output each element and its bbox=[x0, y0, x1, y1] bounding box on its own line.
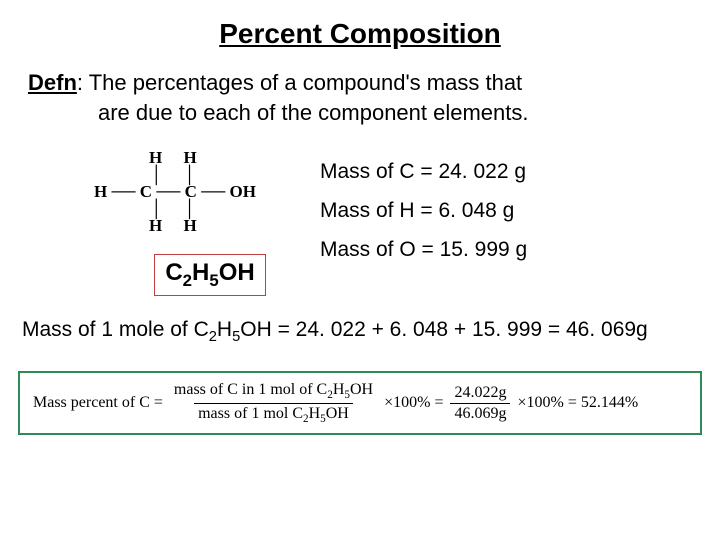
eq-times-1: ×100% = bbox=[384, 394, 443, 412]
eq-den1a: mass of 1 mol C bbox=[198, 405, 303, 422]
equation-box: Mass percent of C = mass of C in 1 mol o… bbox=[18, 371, 702, 434]
formula-tail: OH bbox=[219, 259, 255, 286]
struct-row-3: │ │ bbox=[94, 200, 256, 217]
defn-label: Defn bbox=[28, 70, 77, 95]
middle-row: H H │ │ H ── C ── C ── OH │ │ H H C2H5OH… bbox=[0, 149, 720, 296]
eq-frac1-den: mass of 1 mol C2H5OH bbox=[194, 403, 353, 425]
eq-num1b: H bbox=[333, 381, 345, 398]
eq-num1a: mass of C in 1 mol of C bbox=[174, 381, 327, 398]
struct-row-1: │ │ bbox=[94, 166, 256, 183]
struct-row-4: H H bbox=[94, 217, 256, 234]
eq-frac-1: mass of C in 1 mol of C2H5OH mass of 1 m… bbox=[170, 381, 377, 424]
mass-c: Mass of C = 24. 022 g bbox=[320, 153, 527, 192]
mole-sub1: 2 bbox=[209, 329, 217, 345]
eq-frac2-den: 46.069g bbox=[450, 403, 510, 423]
definition-block: Defn: The percentages of a compound's ma… bbox=[28, 68, 692, 127]
defn-text-2: are due to each of the component element… bbox=[98, 98, 692, 128]
structure-area: H H │ │ H ── C ── C ── OH │ │ H H C2H5OH bbox=[0, 149, 320, 296]
formula-box: C2H5OH bbox=[154, 254, 265, 296]
eq-lhs: Mass percent of C = bbox=[33, 394, 163, 412]
eq-den1b: H bbox=[309, 405, 321, 422]
mole-mid2: OH = 24. 022 + 6. 048 + 15. 999 = 46. 06… bbox=[240, 318, 648, 341]
eq-frac-2: 24.022g 46.069g bbox=[450, 384, 510, 423]
defn-text-1: : The percentages of a compound's mass t… bbox=[77, 70, 522, 95]
mole-mid1: H bbox=[217, 318, 232, 341]
eq-frac1-num: mass of C in 1 mol of C2H5OH bbox=[170, 381, 377, 402]
eq-den1c: OH bbox=[326, 405, 349, 422]
mass-list: Mass of C = 24. 022 g Mass of H = 6. 048… bbox=[320, 153, 527, 270]
struct-row-2: H ── C ── C ── OH bbox=[94, 183, 256, 200]
formula-sub-h: 5 bbox=[209, 271, 218, 290]
formula-sub-c: 2 bbox=[183, 271, 192, 290]
mole-mass-line: Mass of 1 mole of C2H5OH = 24. 022 + 6. … bbox=[22, 318, 720, 345]
eq-frac2-num: 24.022g bbox=[450, 384, 510, 403]
struct-row-0: H H bbox=[94, 149, 256, 166]
mass-o: Mass of O = 15. 999 g bbox=[320, 231, 527, 270]
mole-prefix: Mass of 1 mole of C bbox=[22, 318, 209, 341]
page-title: Percent Composition bbox=[0, 18, 720, 50]
equation: Mass percent of C = mass of C in 1 mol o… bbox=[30, 381, 690, 424]
eq-num1c: OH bbox=[350, 381, 373, 398]
mass-h: Mass of H = 6. 048 g bbox=[320, 192, 527, 231]
molecular-structure: H H │ │ H ── C ── C ── OH │ │ H H bbox=[94, 149, 256, 234]
eq-times-2: ×100% = 52.144% bbox=[517, 394, 638, 412]
